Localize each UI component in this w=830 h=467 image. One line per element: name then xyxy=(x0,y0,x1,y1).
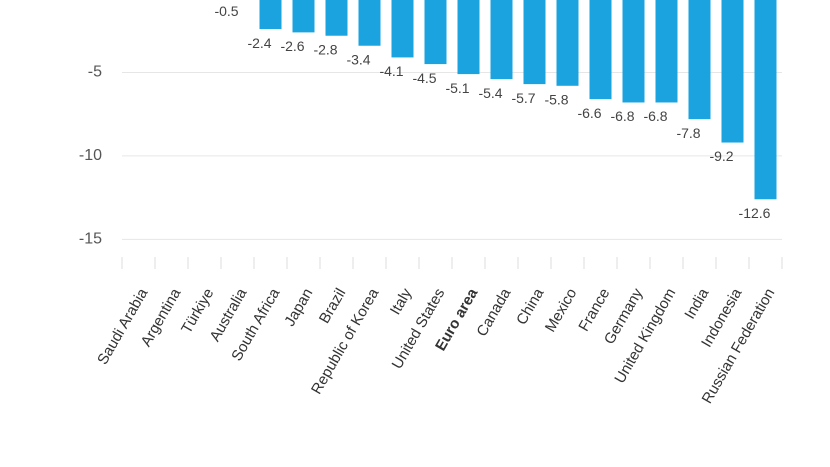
data-label: -2.4 xyxy=(247,35,271,51)
bar xyxy=(655,0,678,103)
data-label: -3.4 xyxy=(346,51,370,67)
x-tick-label: Italy xyxy=(387,285,416,318)
y-tick-label: -15 xyxy=(79,231,102,248)
bar xyxy=(325,0,348,36)
data-label: -2.6 xyxy=(280,38,304,54)
bar xyxy=(490,0,513,80)
bar xyxy=(424,0,447,65)
y-tick-label: -10 xyxy=(79,147,102,164)
x-tick-label: Brazil xyxy=(316,285,349,326)
bar xyxy=(688,0,711,120)
x-tick-label: Saudi Arabia xyxy=(94,285,152,368)
bar xyxy=(457,0,480,75)
bar xyxy=(391,0,414,58)
data-label: -7.8 xyxy=(676,125,700,141)
data-label: -6.8 xyxy=(643,108,667,124)
bar xyxy=(721,0,744,143)
bar xyxy=(523,0,546,85)
x-tick-label: Republic of Korea xyxy=(308,285,383,397)
x-tick-label: Mexico xyxy=(542,285,580,335)
x-tick-label: India xyxy=(681,285,712,322)
bar xyxy=(754,0,777,200)
data-label: -0.5 xyxy=(214,3,238,19)
x-tick-label: China xyxy=(513,285,548,328)
data-label: -5.1 xyxy=(445,80,469,96)
data-label: -4.5 xyxy=(412,70,436,86)
bar xyxy=(358,0,381,46)
data-label: -4.1 xyxy=(379,63,403,79)
x-tick-label: Japan xyxy=(281,285,316,329)
data-label: -9.2 xyxy=(709,148,733,164)
data-label: -5.4 xyxy=(478,85,502,101)
data-label: -2.8 xyxy=(313,41,337,57)
bar xyxy=(556,0,579,86)
data-label: -5.7 xyxy=(511,90,535,106)
bar xyxy=(292,0,315,33)
data-label: -6.6 xyxy=(577,105,601,121)
bar xyxy=(589,0,612,100)
bar xyxy=(622,0,645,103)
data-label: -5.8 xyxy=(544,91,568,107)
y-tick-label: -5 xyxy=(88,64,102,81)
data-label: -12.6 xyxy=(739,205,771,221)
bar xyxy=(259,0,282,30)
data-label: -6.8 xyxy=(610,108,634,124)
